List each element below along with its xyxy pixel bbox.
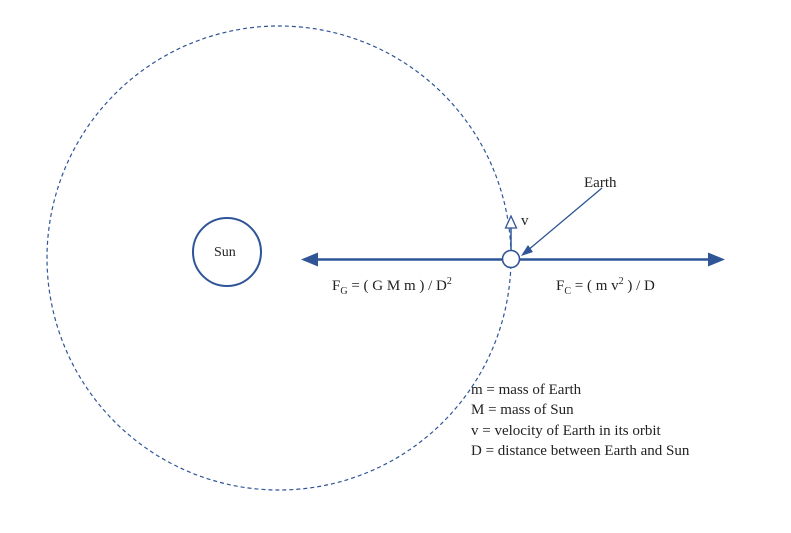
legend-D: D = distance between Earth and Sun	[471, 441, 689, 461]
earth-pointer-line	[527, 188, 602, 251]
legend-v: v = velocity of Earth in its orbit	[471, 421, 689, 441]
fc-sub: C	[564, 286, 571, 297]
legend-block: m = mass of Earth M = mass of Sun v = ve…	[471, 380, 689, 461]
earth-circle	[503, 251, 520, 268]
fc-rest2: ) / D	[627, 278, 655, 294]
force-arrow-head-right	[708, 253, 725, 267]
fg-rest: = ( G M m ) / D	[351, 278, 447, 294]
orbit-circle	[47, 26, 511, 490]
formula-fg: FG = ( G M m ) / D2	[332, 275, 452, 299]
fc-sup: 2	[619, 276, 624, 287]
fg-sup: 2	[447, 276, 452, 287]
velocity-label: v	[521, 211, 529, 231]
fg-sub: G	[340, 286, 347, 297]
formula-fc: FC = ( m v2 ) / D	[556, 275, 655, 299]
sun-label: Sun	[214, 244, 236, 263]
legend-m: m = mass of Earth	[471, 380, 689, 400]
fc-rest1: = ( m v	[575, 278, 619, 294]
legend-M: M = mass of Sun	[471, 400, 689, 420]
earth-label: Earth	[584, 173, 616, 193]
force-arrow-head-left	[301, 253, 318, 267]
